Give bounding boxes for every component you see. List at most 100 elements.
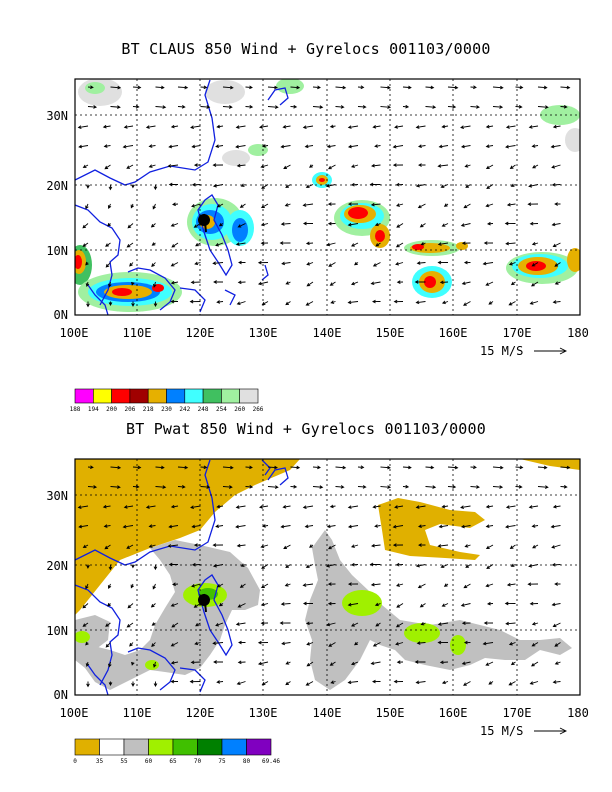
wind-vector-arrow — [216, 300, 224, 304]
wind-vector-arrow — [438, 524, 449, 529]
wind-vector-arrow — [235, 144, 246, 149]
wind-vector-arrow — [302, 505, 314, 509]
wind-vector-arrow — [463, 681, 471, 686]
wind-vector-arrow — [215, 622, 224, 627]
wind-vector-arrow — [153, 564, 158, 571]
wind-vector-arrow — [279, 241, 291, 245]
wind-vector-arrow — [463, 640, 471, 645]
legend-label: 65 — [169, 758, 177, 765]
wind-vector-arrow — [305, 621, 314, 626]
wind-vector-arrow — [193, 223, 201, 228]
wind-vector-arrow — [492, 105, 504, 109]
wind-vector-arrow — [167, 164, 179, 168]
legend-label: 35 — [96, 758, 104, 765]
wind-vector-arrow — [290, 484, 298, 489]
wind-vector-arrow — [402, 484, 410, 489]
wind-vector-arrow — [441, 504, 449, 509]
wind-vector-arrow — [212, 183, 224, 188]
wind-vector-arrow — [108, 184, 113, 191]
wind-vector-arrow — [259, 505, 269, 509]
wind-vector-arrow — [235, 524, 246, 529]
wind-vector-arrow — [284, 583, 291, 587]
wind-vector-arrow — [123, 505, 134, 509]
wind-vector-arrow — [193, 543, 201, 547]
wind-vector-arrow — [306, 262, 314, 266]
wind-vector-arrow — [302, 125, 314, 129]
wind-vector-arrow — [82, 603, 89, 609]
wind-vector-arrow — [441, 680, 449, 685]
wind-vector-arrow — [347, 300, 359, 305]
wind-vector-arrow — [170, 262, 179, 267]
wind-vector-arrow — [374, 602, 381, 607]
wind-vector-arrow — [305, 564, 314, 569]
wind-vector-arrow — [191, 203, 201, 208]
wind-vector-arrow — [305, 301, 314, 306]
wind-vector-arrow — [531, 241, 539, 246]
lat-label: 30N — [46, 489, 68, 503]
wind-vector-arrow — [370, 281, 381, 286]
wind-vector-arrow — [236, 543, 246, 548]
wind-vector-arrow — [189, 299, 201, 304]
wind-vector-arrow — [245, 485, 254, 489]
lon-label: 180 — [567, 326, 589, 340]
map1-cloud-field — [75, 79, 580, 315]
wind-vector-arrow — [551, 182, 561, 187]
wind-vector-arrow — [488, 301, 494, 305]
wind-vector-arrow — [194, 641, 201, 646]
legend-swatch — [202, 388, 222, 404]
wind-vector-arrow — [257, 661, 269, 666]
wind-vector-arrow — [537, 105, 549, 109]
wind-vector-arrow — [145, 125, 156, 129]
wind-vector-arrow — [222, 465, 234, 470]
wind-vector-arrow — [552, 680, 561, 684]
map1-coastlines — [75, 79, 289, 315]
legend-label: 242 — [179, 406, 190, 413]
wind-vector-arrow — [402, 465, 412, 470]
wind-vector-arrow — [235, 622, 246, 626]
lon-label: 150E — [376, 326, 405, 340]
wind-vector-arrow — [305, 184, 314, 189]
wind-vector-arrow — [132, 104, 140, 109]
wind-vector-arrow — [77, 125, 89, 129]
wind-vector-arrow — [261, 564, 269, 569]
wind-vector-arrow — [87, 105, 98, 109]
wind-vector-arrow — [488, 681, 494, 685]
wind-vector-arrow — [439, 660, 449, 665]
wind-vector-arrow — [237, 223, 246, 228]
wind-vector-arrow — [329, 281, 336, 286]
wind-vector-arrow — [215, 144, 224, 149]
wind-vector-arrow — [87, 465, 94, 470]
wind-vector-arrow — [122, 144, 134, 149]
legend-swatch — [239, 388, 259, 404]
wind-vector-arrow — [102, 504, 111, 509]
wind-vector-arrow — [85, 583, 89, 590]
wind-vector-arrow — [485, 164, 494, 169]
wind-vector-arrow — [222, 485, 233, 489]
wind-vector-arrow — [485, 504, 494, 509]
wind-vector-arrow — [290, 85, 301, 90]
wind-vector-arrow — [531, 621, 539, 626]
wind-vector-arrow — [312, 105, 324, 109]
legend-swatch — [197, 738, 223, 756]
wind-vector-arrow — [418, 524, 426, 528]
wind-vector-arrow — [508, 261, 516, 266]
wind-vector-arrow — [370, 202, 381, 207]
legend-swatch — [184, 388, 204, 404]
wind-vector-arrow — [155, 85, 165, 90]
lon-label: 120E — [186, 326, 215, 340]
map1-panel: 30N 20N 10N 0N 100E 110E 120E 130E 140E … — [46, 78, 589, 413]
wind-vector-arrow — [240, 183, 246, 187]
wind-vector-arrow — [371, 163, 381, 168]
wind-vector-arrow — [529, 221, 539, 226]
wind-vector-arrow — [122, 524, 134, 529]
wind-vector-arrow — [281, 641, 291, 646]
map1-color-legend: 188 194 200 206 218 230 242 248 254 260 266 — [70, 388, 264, 413]
wind-vector-arrow — [170, 280, 179, 285]
wind-vector-arrow — [437, 544, 449, 548]
wind-vector-arrow — [372, 642, 381, 647]
wind-vector-arrow — [239, 583, 246, 588]
wind-vector-arrow — [257, 281, 269, 286]
wind-vector-arrow — [419, 223, 426, 228]
wind-vector-arrow — [245, 465, 253, 470]
wind-vector-arrow — [530, 281, 539, 287]
